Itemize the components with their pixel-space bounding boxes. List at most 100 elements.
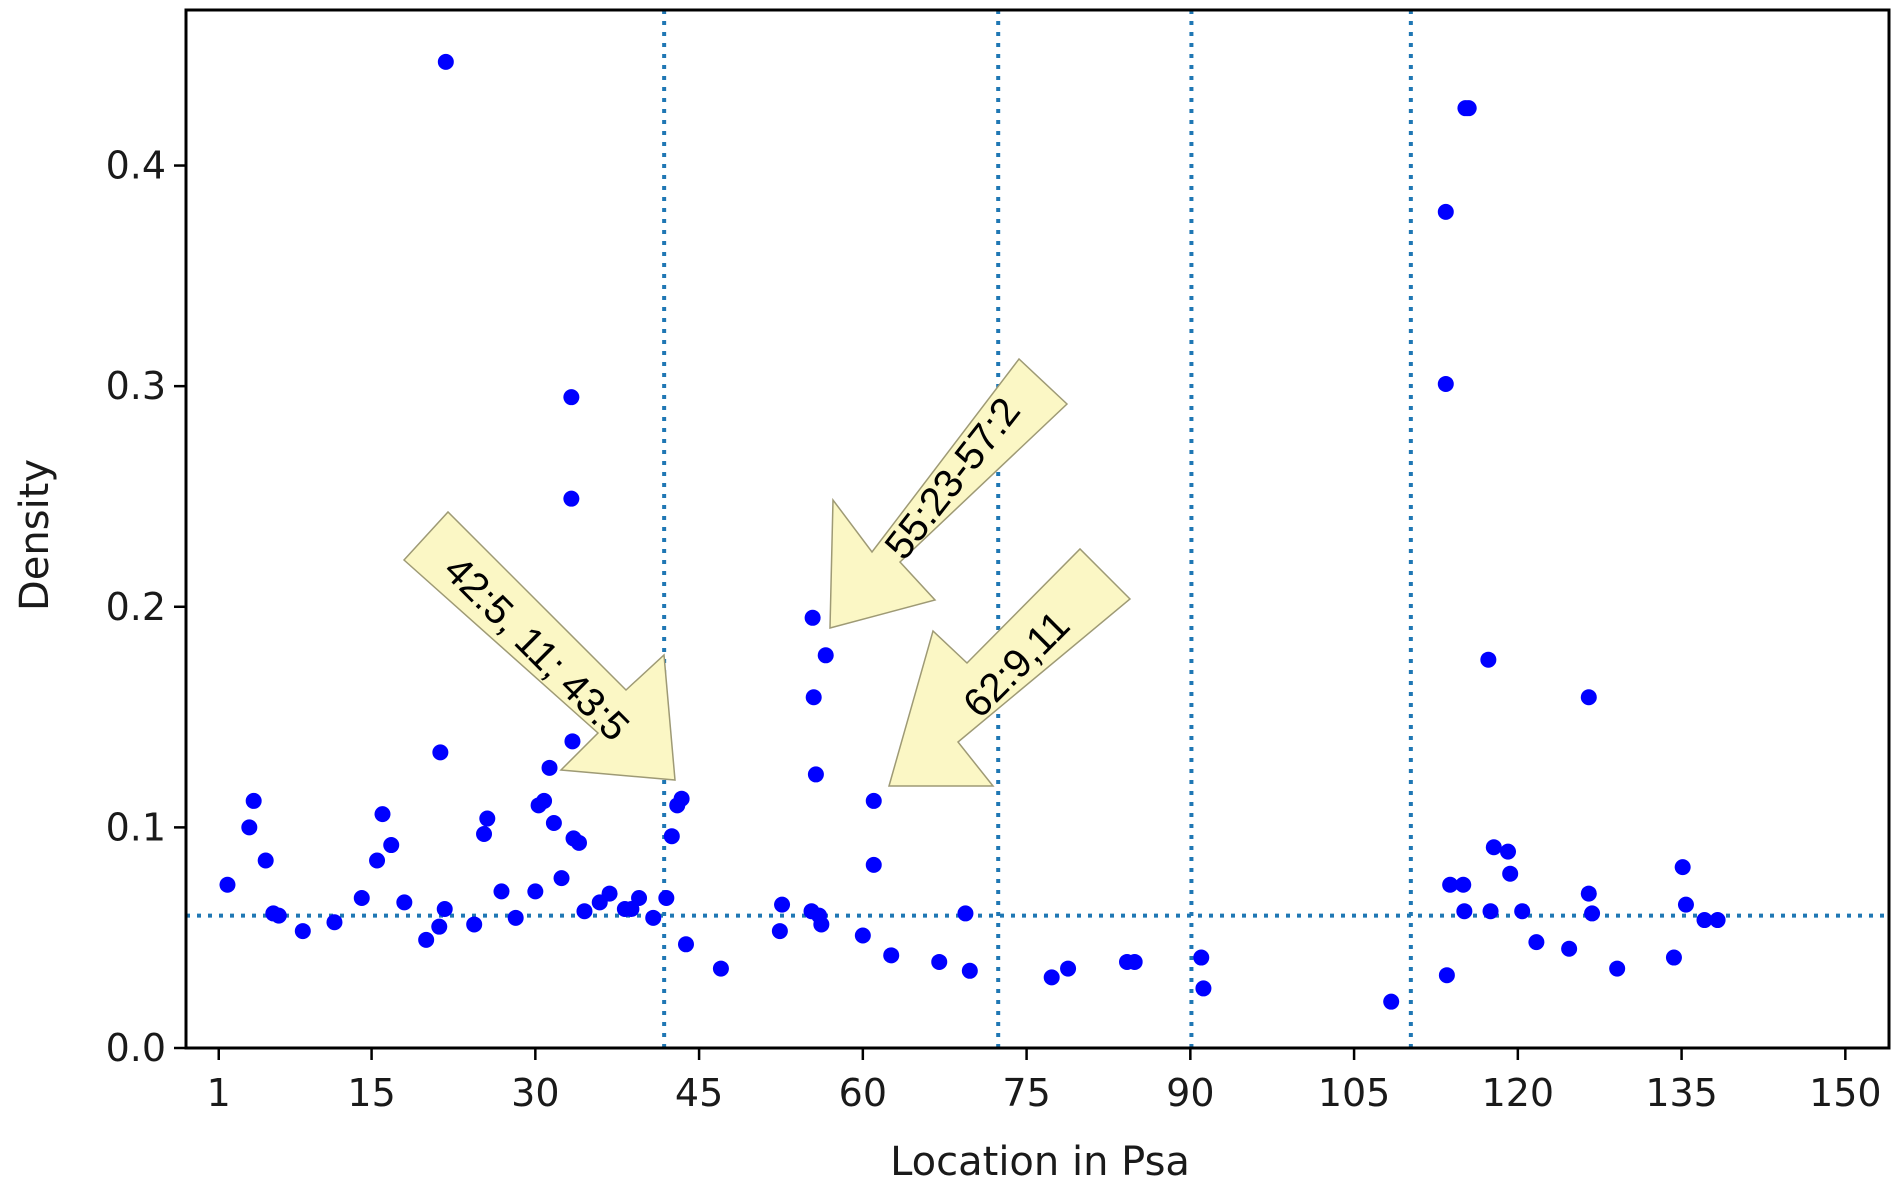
data-point xyxy=(1580,689,1597,706)
data-point xyxy=(563,490,580,507)
data-point xyxy=(437,53,454,70)
data-point xyxy=(957,905,974,922)
data-point xyxy=(545,814,562,831)
data-point xyxy=(807,766,824,783)
x-tick-label: 45 xyxy=(675,1071,723,1115)
data-point xyxy=(854,927,871,944)
data-point xyxy=(658,889,675,906)
y-tick-label: 0.0 xyxy=(106,1026,166,1070)
x-tick-label: 15 xyxy=(347,1071,395,1115)
data-point xyxy=(1514,903,1531,920)
data-point xyxy=(1455,876,1472,893)
data-point xyxy=(1442,876,1459,893)
y-tick-label: 0.1 xyxy=(106,805,166,849)
data-point xyxy=(1674,859,1691,876)
data-point xyxy=(374,806,391,823)
data-point xyxy=(813,916,830,933)
data-point xyxy=(961,962,978,979)
data-point xyxy=(1060,960,1077,977)
data-point xyxy=(601,885,618,902)
data-point xyxy=(1561,940,1578,957)
callout-arrow-3: 62:9,11 xyxy=(888,547,1132,787)
plot-frame xyxy=(184,8,1891,1050)
data-point xyxy=(1460,100,1477,117)
data-point xyxy=(219,876,236,893)
data-point xyxy=(353,889,370,906)
data-point xyxy=(1480,651,1497,668)
data-point xyxy=(817,647,834,664)
data-points xyxy=(219,53,1726,1010)
callout-arrow-shape xyxy=(402,510,676,781)
x-tick-label: 60 xyxy=(839,1071,887,1115)
x-tick-label: 75 xyxy=(1002,1071,1050,1115)
data-point xyxy=(1195,980,1212,997)
data-point xyxy=(257,852,274,869)
data-point xyxy=(294,923,311,940)
y-axis-label: Density xyxy=(12,459,58,611)
data-point xyxy=(1438,967,1455,984)
data-point xyxy=(931,953,948,970)
data-point xyxy=(1437,203,1454,220)
data-point xyxy=(479,810,496,827)
data-point xyxy=(1500,843,1517,860)
data-point xyxy=(1665,949,1682,966)
callout-text-1: 42:5, 11; 43:5 xyxy=(435,548,637,750)
x-axis-ticks: 1 15 30 45 60 75 90 105 120 135 150 xyxy=(207,1048,1882,1115)
data-point xyxy=(1485,839,1502,856)
data-point xyxy=(712,960,729,977)
data-point xyxy=(1482,903,1499,920)
data-point xyxy=(1696,912,1713,929)
data-point xyxy=(771,923,788,940)
data-point xyxy=(571,834,587,851)
data-point xyxy=(396,894,413,911)
data-point xyxy=(241,819,258,836)
data-point xyxy=(493,883,510,900)
data-point xyxy=(507,909,524,926)
data-point xyxy=(1043,969,1060,986)
data-point xyxy=(1580,885,1597,902)
callout-text-2: 55:23-57:2 xyxy=(877,390,1029,568)
data-point xyxy=(1502,865,1519,882)
data-point xyxy=(865,856,882,873)
data-point xyxy=(541,759,558,776)
data-point xyxy=(1126,953,1143,970)
data-point xyxy=(631,889,648,906)
x-tick-label: 1 xyxy=(207,1071,231,1115)
x-tick-label: 30 xyxy=(511,1071,559,1115)
data-point xyxy=(645,909,662,926)
data-point xyxy=(1709,912,1726,929)
x-axis-label: Location in Psa xyxy=(890,1139,1190,1185)
data-point xyxy=(663,828,680,845)
x-tick-label: 150 xyxy=(1809,1071,1882,1115)
data-point xyxy=(369,852,386,869)
data-point xyxy=(564,733,581,750)
data-point xyxy=(418,931,435,948)
data-point xyxy=(1456,903,1473,920)
data-point xyxy=(804,609,821,626)
data-point xyxy=(466,916,483,933)
data-point xyxy=(1609,960,1626,977)
data-point xyxy=(1193,949,1210,966)
data-point xyxy=(677,936,694,953)
data-point xyxy=(553,870,570,887)
y-axis-ticks: 0.0 0.1 0.2 0.3 0.4 xyxy=(106,144,186,1070)
data-point xyxy=(245,792,262,809)
data-point xyxy=(1584,905,1601,922)
data-point xyxy=(774,896,791,913)
data-point xyxy=(527,883,544,900)
y-tick-label: 0.4 xyxy=(106,144,166,188)
data-point xyxy=(1528,934,1545,951)
callout-arrow-shape xyxy=(829,357,1069,629)
data-point xyxy=(536,792,553,809)
data-point xyxy=(270,907,287,924)
x-tick-label: 135 xyxy=(1645,1071,1718,1115)
data-point xyxy=(326,914,343,931)
y-tick-label: 0.2 xyxy=(106,585,166,629)
data-point xyxy=(563,389,580,406)
data-point xyxy=(865,792,882,809)
x-tick-label: 105 xyxy=(1318,1071,1391,1115)
x-tick-label: 120 xyxy=(1482,1071,1555,1115)
data-point xyxy=(673,790,690,807)
data-point xyxy=(431,918,448,935)
